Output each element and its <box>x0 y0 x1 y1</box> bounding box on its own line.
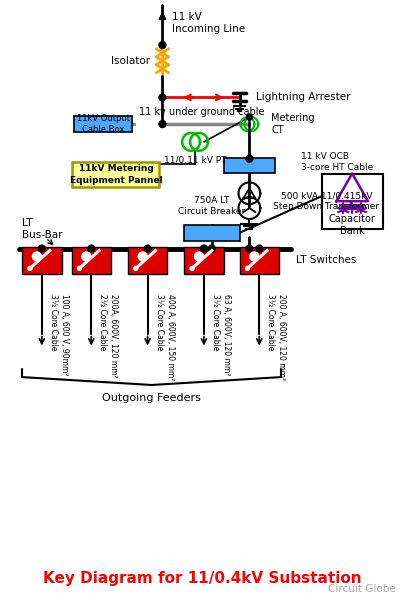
Text: LT
Bus-Bar: LT Bus-Bar <box>22 218 63 240</box>
Bar <box>184 247 224 274</box>
Circle shape <box>159 41 166 49</box>
Circle shape <box>194 252 203 261</box>
Circle shape <box>141 255 144 258</box>
Bar <box>184 225 239 241</box>
Text: 11kV Metering
Equipment Pannel: 11kV Metering Equipment Pannel <box>70 164 162 185</box>
Circle shape <box>209 245 215 252</box>
Text: 200A, 600V, 120 mm²
2½ Core Cable: 200A, 600V, 120 mm² 2½ Core Cable <box>98 294 118 378</box>
Circle shape <box>85 255 88 258</box>
Text: 500 kVA 11/0.415kV
Step Down Transformer: 500 kVA 11/0.415kV Step Down Transformer <box>273 191 379 211</box>
Circle shape <box>88 245 95 252</box>
Circle shape <box>159 121 166 128</box>
Text: Circuit Globe: Circuit Globe <box>328 584 396 593</box>
Circle shape <box>28 266 32 271</box>
Bar <box>322 173 383 229</box>
Bar <box>128 247 167 274</box>
Bar <box>72 161 160 187</box>
Circle shape <box>253 255 256 258</box>
Circle shape <box>190 266 194 271</box>
Circle shape <box>38 245 45 252</box>
Circle shape <box>144 245 151 252</box>
Circle shape <box>246 245 253 252</box>
Bar <box>224 158 275 173</box>
Circle shape <box>77 266 81 271</box>
Text: Metering
CT: Metering CT <box>271 113 315 135</box>
Text: 200 A, 600V, 120 mm²
3½ Core Cable: 200 A, 600V, 120 mm² 3½ Core Cable <box>266 294 286 380</box>
Circle shape <box>246 114 252 120</box>
Text: Capacitor
Bank: Capacitor Bank <box>329 214 375 236</box>
Text: 11kV Output
Cable Box: 11kV Output Cable Box <box>77 114 130 134</box>
Text: 750A LT
Circuit Breaker: 750A LT Circuit Breaker <box>178 196 245 216</box>
Text: LT Switches: LT Switches <box>296 256 356 265</box>
Circle shape <box>35 255 38 258</box>
Circle shape <box>245 266 249 271</box>
Circle shape <box>32 252 41 261</box>
Circle shape <box>250 252 259 261</box>
Text: 11 kV OCB
3-core HT Cable: 11 kV OCB 3-core HT Cable <box>301 152 373 172</box>
Text: 11/0.11 kV PT: 11/0.11 kV PT <box>164 156 226 165</box>
Text: 11 kV
Incoming Line: 11 kV Incoming Line <box>172 12 245 34</box>
Text: Isolator: Isolator <box>111 56 151 66</box>
Circle shape <box>134 266 138 271</box>
Text: 63 A, 600V, 120 mm²
3½ Core Cable: 63 A, 600V, 120 mm² 3½ Core Cable <box>211 294 231 376</box>
Bar <box>72 247 111 274</box>
Circle shape <box>200 245 207 252</box>
Circle shape <box>198 255 200 258</box>
Text: Lightning Arrester: Lightning Arrester <box>256 92 351 103</box>
Circle shape <box>246 155 253 162</box>
Circle shape <box>256 245 263 252</box>
Circle shape <box>138 252 147 261</box>
Text: 11 kv under ground cable: 11 kv under ground cable <box>139 107 265 117</box>
Text: 100 A, 600 V, 90mm²
3½ Core Cable: 100 A, 600 V, 90mm² 3½ Core Cable <box>49 294 69 376</box>
Bar <box>75 116 132 133</box>
Bar <box>239 247 279 274</box>
Circle shape <box>159 94 166 101</box>
Text: Key Diagram for 11/0.4kV Substation: Key Diagram for 11/0.4kV Substation <box>43 571 361 586</box>
Circle shape <box>82 252 91 261</box>
Text: 400 A, 600V, 150 mm²
3½ Core Cable: 400 A, 600V, 150 mm² 3½ Core Cable <box>155 294 175 380</box>
Text: Outgoing Feeders: Outgoing Feeders <box>102 393 201 403</box>
Bar <box>22 247 62 274</box>
